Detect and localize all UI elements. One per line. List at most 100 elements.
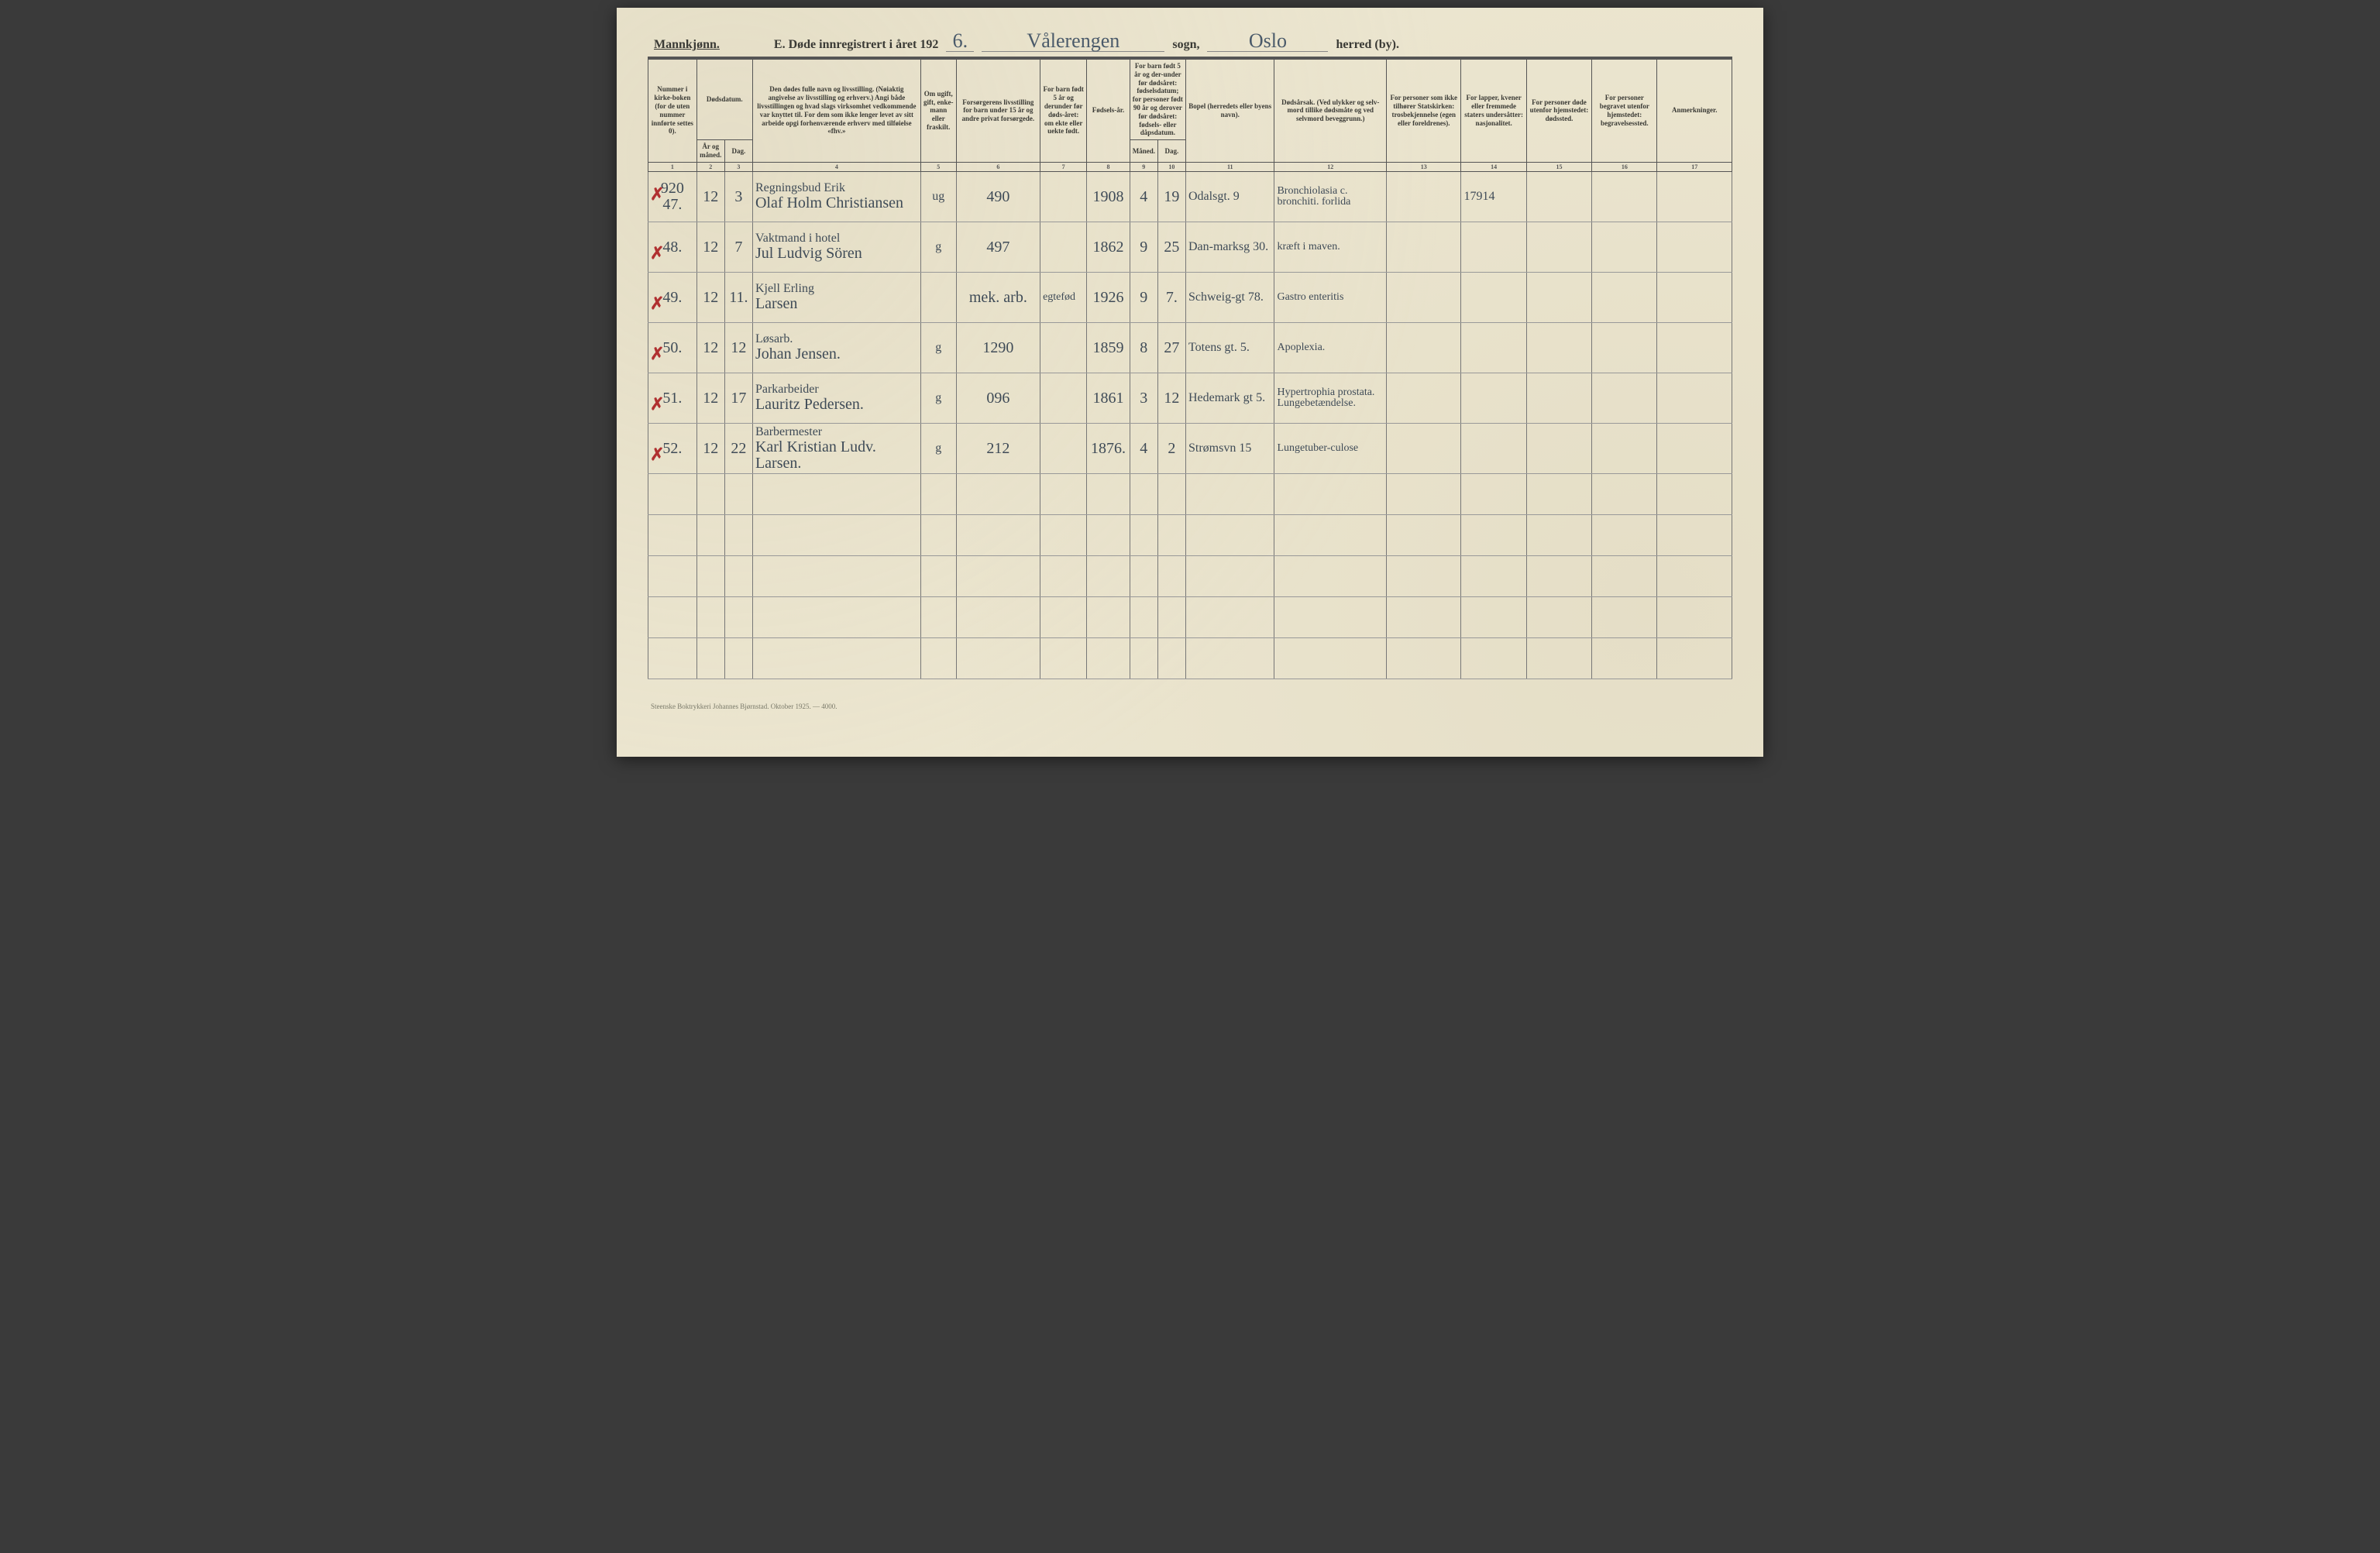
empty-cell (1186, 474, 1274, 515)
empty-cell (724, 638, 752, 679)
hdr-fdag: Dag. (1157, 140, 1185, 163)
name-stack: BarbermesterKarl Kristian Ludv. Larsen. (755, 426, 918, 472)
nationality: 17914 (1461, 172, 1526, 222)
empty-cell (1526, 597, 1591, 638)
marital-status: g (920, 222, 956, 273)
nationality (1461, 424, 1526, 474)
legitimacy (1040, 424, 1087, 474)
full-name: Lauritz Pedersen. (755, 397, 918, 413)
empty-cell (1040, 474, 1087, 515)
empty-cell (696, 474, 724, 515)
ledger-table: Nummer i kirke-boken (for de uten nummer… (648, 59, 1732, 679)
column-number-row: 1 2 3 4 5 6 7 8 9 10 11 12 13 14 15 16 1… (648, 162, 1732, 172)
cell: ✗51. (648, 373, 697, 424)
empty-cell (1087, 515, 1130, 556)
empty-cell (1592, 474, 1657, 515)
colnum: 3 (724, 162, 752, 172)
empty-cell (1387, 474, 1461, 515)
hdr-fmnd: Måned. (1130, 140, 1157, 163)
remarks (1657, 222, 1732, 273)
hdr-tros: For personer som ikke tilhører Statskirk… (1387, 60, 1461, 163)
empty-cell (1186, 638, 1274, 679)
birth-year: 1859 (1087, 323, 1130, 373)
burial-place (1592, 323, 1657, 373)
empty-cell (1186, 515, 1274, 556)
hdr-dag: Dag. (724, 140, 752, 163)
empty-cell (1274, 556, 1387, 597)
cause-of-death: kræft i maven. (1274, 222, 1387, 273)
death-month: 12 (696, 323, 724, 373)
empty-cell (724, 556, 752, 597)
colnum: 12 (1274, 162, 1387, 172)
empty-cell (1274, 515, 1387, 556)
nationality (1461, 222, 1526, 273)
hdr-nummer: Nummer i kirke-boken (for de uten nummer… (648, 60, 697, 163)
empty-cell (956, 556, 1040, 597)
empty-cell (920, 474, 956, 515)
name-stack: Regningsbud ErikOlaf Holm Christiansen (755, 182, 918, 211)
death-month: 12 (696, 424, 724, 474)
empty-cell (1087, 474, 1130, 515)
empty-cell (752, 638, 920, 679)
occupation: Regningsbud Erik (755, 182, 918, 195)
empty-cell (1461, 474, 1526, 515)
empty-cell (1592, 638, 1657, 679)
death-month: 12 (696, 373, 724, 424)
cell: ✗48. (648, 222, 697, 273)
confession (1387, 373, 1461, 424)
empty-cell (1526, 556, 1591, 597)
colnum: 8 (1087, 162, 1130, 172)
birth-year: 1861 (1087, 373, 1130, 424)
legitimacy (1040, 172, 1087, 222)
cell: Løsarb.Johan Jensen. (752, 323, 920, 373)
row-number: 51. (662, 390, 682, 407)
occupation: Vaktmand i hotel (755, 232, 918, 246)
occupation: Løsarb. (755, 333, 918, 346)
colnum: 2 (696, 162, 724, 172)
hdr-anm: Anmerkninger. (1657, 60, 1732, 163)
year-suffix: 6. (946, 31, 974, 52)
empty-cell (752, 515, 920, 556)
empty-cell (920, 515, 956, 556)
empty-cell (1130, 556, 1157, 597)
birth-month: 9 (1130, 273, 1157, 323)
provider: 1290 (956, 323, 1040, 373)
cause-of-death: Apoplexia. (1274, 323, 1387, 373)
empty-cell (956, 638, 1040, 679)
provider: 096 (956, 373, 1040, 424)
remarks (1657, 172, 1732, 222)
marital-status (920, 273, 956, 323)
check-mark: ✗ (650, 185, 664, 203)
remarks (1657, 323, 1732, 373)
empty-cell (648, 597, 697, 638)
colnum: 1 (648, 162, 697, 172)
empty-cell (648, 515, 697, 556)
empty-cell (1387, 638, 1461, 679)
birth-month: 8 (1130, 323, 1157, 373)
birth-day: 19 (1157, 172, 1185, 222)
full-name: Larsen (755, 296, 918, 312)
hdr-begravsted: For personer begravet utenfor hjemstedet… (1592, 60, 1657, 163)
empty-cell (696, 597, 724, 638)
empty-cell (1087, 638, 1130, 679)
birth-day: 27 (1157, 323, 1185, 373)
hdr-fodselsdato: For barn født 5 år og der-under før døds… (1130, 60, 1185, 140)
cell: ParkarbeiderLauritz Pedersen. (752, 373, 920, 424)
empty-cell (1526, 638, 1591, 679)
cause-of-death: Bronchiolasia c. bronchiti. forlida (1274, 172, 1387, 222)
empty-cell (648, 474, 697, 515)
empty-cell (1130, 515, 1157, 556)
check-mark: ✗ (650, 294, 664, 312)
empty-cell (1657, 515, 1732, 556)
nationality (1461, 273, 1526, 323)
burial-place (1592, 172, 1657, 222)
full-name: Karl Kristian Ludv. Larsen. (755, 439, 918, 472)
colnum: 9 (1130, 162, 1157, 172)
burial-place (1592, 222, 1657, 273)
remarks (1657, 373, 1732, 424)
table-row: ✗51.1217ParkarbeiderLauritz Pedersen.g09… (648, 373, 1732, 424)
death-place (1526, 424, 1591, 474)
birth-month: 4 (1130, 172, 1157, 222)
empty-cell (1040, 515, 1087, 556)
burial-place (1592, 424, 1657, 474)
